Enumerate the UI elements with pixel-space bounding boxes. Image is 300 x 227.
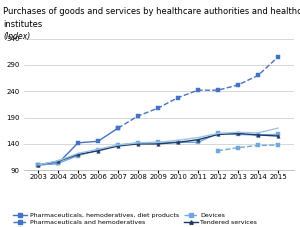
Text: Purchases of goods and services by healthcare authorities and healthcare researc: Purchases of goods and services by healt… [3,7,300,16]
Legend: Pharmaceuticals, hemoderatives, diet products, Pharmaceuticals and hemoderatives: Pharmaceuticals, hemoderatives, diet pro… [11,210,300,227]
Text: institutes: institutes [3,20,42,30]
Text: (Index): (Index) [3,32,30,41]
